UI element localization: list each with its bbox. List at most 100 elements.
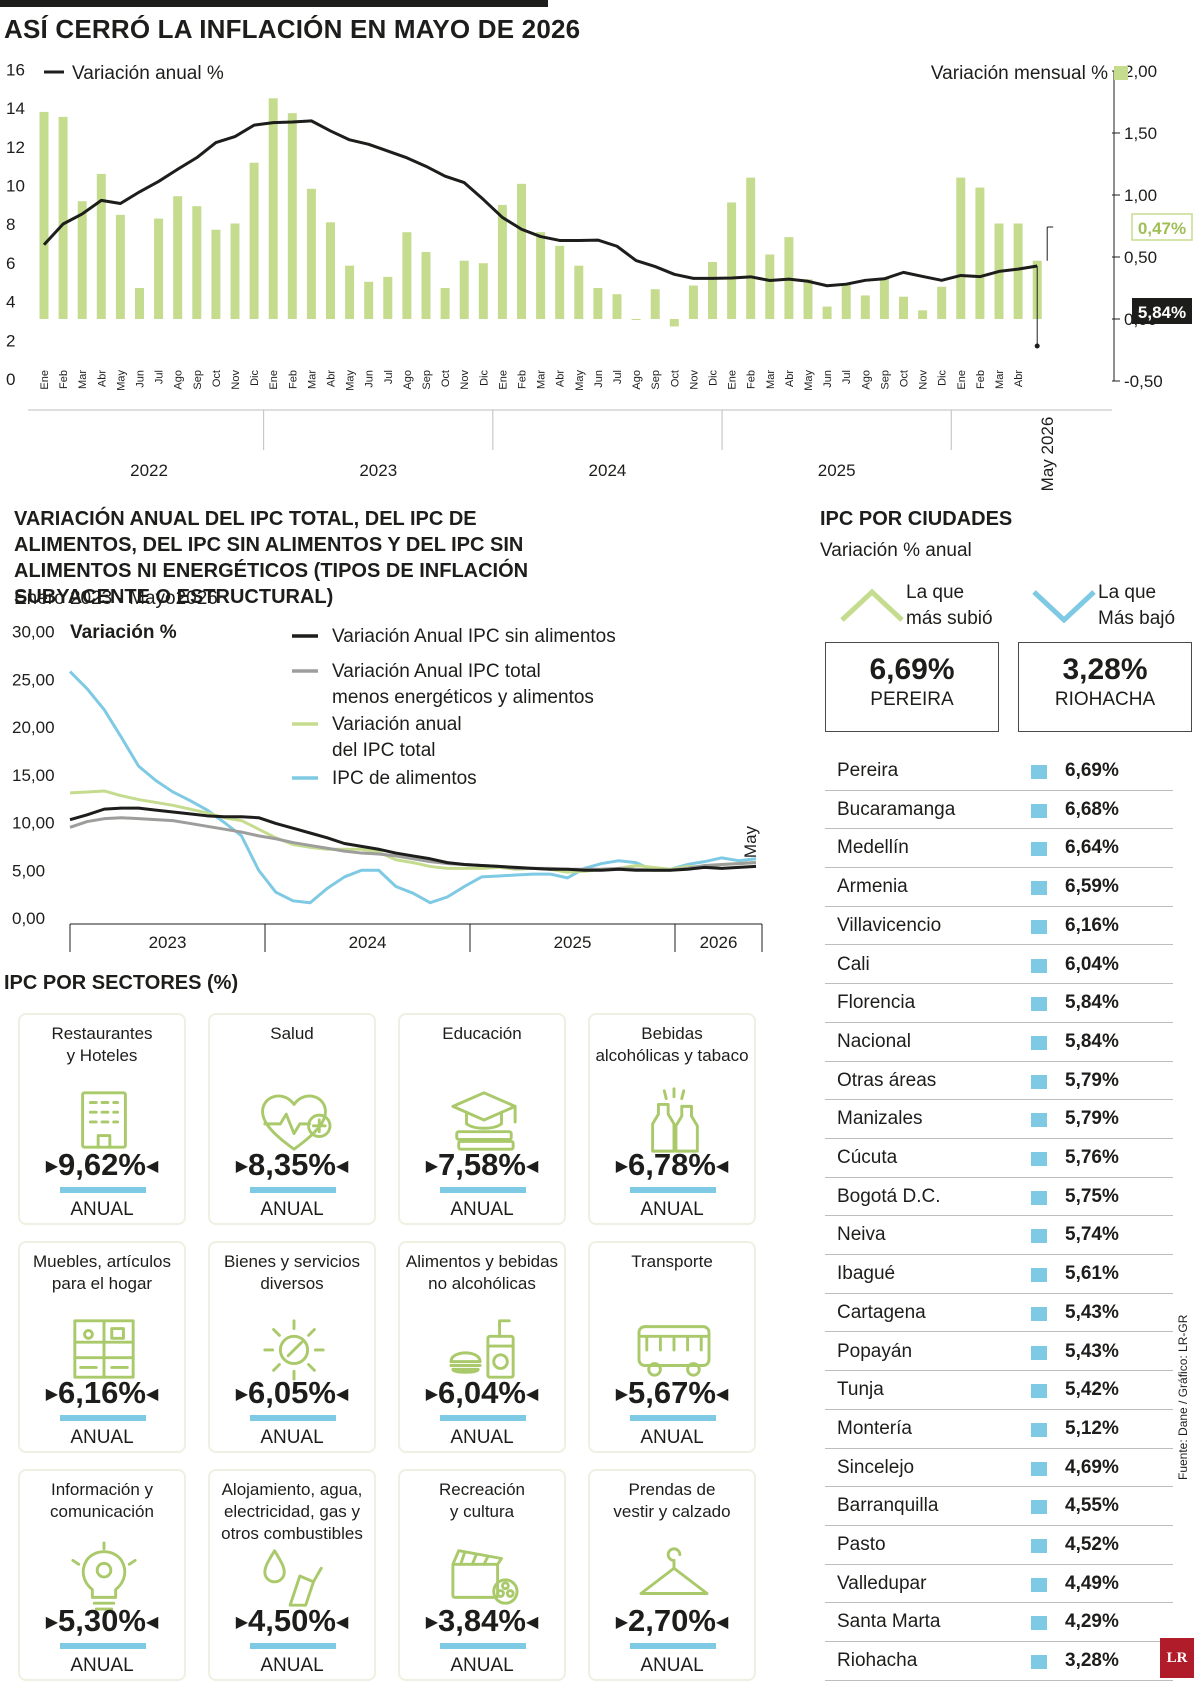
city-marker [1031, 881, 1047, 896]
city-row: Riohacha 3,28% [825, 1642, 1173, 1681]
city-name: Armenia [837, 876, 908, 898]
city-value: 5,84% [1065, 1030, 1119, 1052]
value-underline [250, 1415, 336, 1421]
left-tick-label: 12 [6, 138, 25, 157]
legend-label-line: Variación Anual IPC sin alimentos [332, 626, 616, 647]
y-tick-label: 10,00 [12, 814, 55, 833]
monthly-bar [803, 279, 813, 319]
sector-value: ▶7,58%◀ [400, 1147, 564, 1185]
arrow-right-icon: ▶ [45, 1157, 59, 1175]
city-row: Florencia 5,84% [825, 984, 1173, 1023]
value-underline [440, 1187, 526, 1193]
month-label: Jul [154, 370, 166, 384]
city-value: 5,43% [1065, 1340, 1119, 1362]
arrow-left-icon: ◀ [335, 1613, 349, 1631]
max-city-box: 6,69% PEREIRA [825, 642, 999, 732]
lightbulb-gear-icon [71, 1541, 137, 1611]
month-label: Mar [765, 370, 777, 389]
max-city-value: 6,69% [869, 653, 955, 686]
city-value: 4,69% [1065, 1456, 1119, 1478]
arrow-left-icon: ◀ [145, 1613, 159, 1631]
city-row: Santa Marta 4,29% [825, 1603, 1173, 1643]
clapper-film-icon [451, 1549, 519, 1605]
city-row: Otras áreas 5,79% [825, 1062, 1173, 1101]
city-row: Valledupar 4,49% [825, 1565, 1173, 1604]
city-name: Bogotá D.C. [837, 1185, 941, 1207]
sector-name: Bebidas alcohólicas y tabaco [595, 1024, 749, 1065]
month-label: Oct [211, 370, 223, 387]
monthly-bar [230, 223, 240, 319]
month-label: Ene [727, 370, 739, 390]
down-label: La que Más bajó [1098, 582, 1176, 629]
sector-card: Educación ▶7,58%◀ ANUAL [398, 1013, 566, 1225]
monthly-bar [383, 276, 393, 319]
monthly-bar [536, 232, 546, 319]
city-name: Barranquilla [837, 1495, 939, 1517]
page-title: ASÍ CERRÓ LA INFLACIÓN EN MAYO DE 2026 [4, 14, 581, 44]
year-label: 2026 [700, 933, 738, 952]
arrow-right-icon: ▶ [615, 1157, 629, 1175]
cities-subtitle: Variación % anual [820, 540, 972, 561]
month-label: Ago [173, 370, 185, 390]
sector-name: Bienes y servicios diversos [223, 1252, 361, 1293]
month-label: Ene [956, 370, 968, 390]
arrow-left-icon: ◀ [145, 1157, 159, 1175]
chart-legend: Variación Anual IPC sin alimentos Variaci… [292, 626, 616, 789]
monthly-bar [173, 196, 183, 319]
city-name: Cartagena [837, 1301, 926, 1323]
monthly-bar [956, 177, 966, 319]
month-label: Abr [96, 370, 108, 387]
arrow-left-icon: ◀ [715, 1613, 729, 1631]
arrow-right-icon: ▶ [235, 1157, 249, 1175]
month-label: Sep [879, 370, 891, 390]
monthly-bar [421, 252, 431, 319]
source-note: Fuente: Dane / Gráfico: LR-GR [1176, 1314, 1190, 1480]
monthly-bar [115, 214, 125, 319]
city-row: Armenia 6,59% [825, 868, 1173, 907]
monthly-bar [899, 296, 908, 319]
city-row: Pereira 6,69% [825, 752, 1173, 791]
month-label: Jul [841, 370, 853, 384]
month-label: Sep [650, 370, 662, 390]
monthly-bar [612, 294, 622, 319]
year-label: 2023 [359, 461, 397, 480]
month-label: Abr [555, 370, 567, 387]
city-marker [1031, 1655, 1047, 1670]
city-marker [1031, 1152, 1047, 1166]
monthly-bar [727, 202, 737, 319]
monthly-bar [58, 116, 68, 319]
left-tick-label: 16 [6, 60, 25, 79]
sector-card: Información y comunicación ▶5,30%◀ ANUAL [18, 1469, 186, 1681]
value-underline [630, 1187, 716, 1193]
monthly-bar [517, 183, 526, 319]
legend-label: Variación Anual IPC sin alimentos [332, 626, 616, 647]
city-name: Cali [837, 953, 870, 975]
city-row: Sincelejo 4,69% [825, 1449, 1173, 1488]
month-label: Feb [58, 370, 70, 389]
city-row: Barranquilla 4,55% [825, 1487, 1173, 1526]
month-label: Ene [39, 370, 51, 390]
city-row: Manizales 5,79% [825, 1100, 1173, 1139]
city-name: Ibagué [837, 1263, 896, 1285]
city-marker [1031, 919, 1047, 934]
month-label: Dic [478, 370, 490, 386]
month-label: Feb [746, 370, 758, 389]
month-label: Jul [383, 370, 395, 384]
year-dividers [263, 410, 952, 450]
monthly-bar [364, 281, 374, 319]
sector-name: Salud [270, 1024, 314, 1043]
monthly-bar [822, 306, 832, 319]
month-label: Jun [593, 370, 605, 388]
month-label: Abr [326, 370, 338, 387]
city-value: 4,55% [1065, 1495, 1119, 1517]
month-label: Oct [669, 370, 681, 387]
annual-callout: 5,84% [1138, 303, 1186, 322]
left-tick-label: 6 [6, 254, 15, 273]
up-label: La que más subió [906, 582, 993, 629]
sector-name: Transporte [631, 1252, 713, 1271]
monthly-bar [345, 265, 355, 319]
arrow-right-icon: ▶ [615, 1613, 629, 1631]
value-underline [250, 1187, 336, 1193]
city-value: 6,59% [1065, 876, 1119, 898]
left-tick-label: 14 [6, 99, 25, 118]
